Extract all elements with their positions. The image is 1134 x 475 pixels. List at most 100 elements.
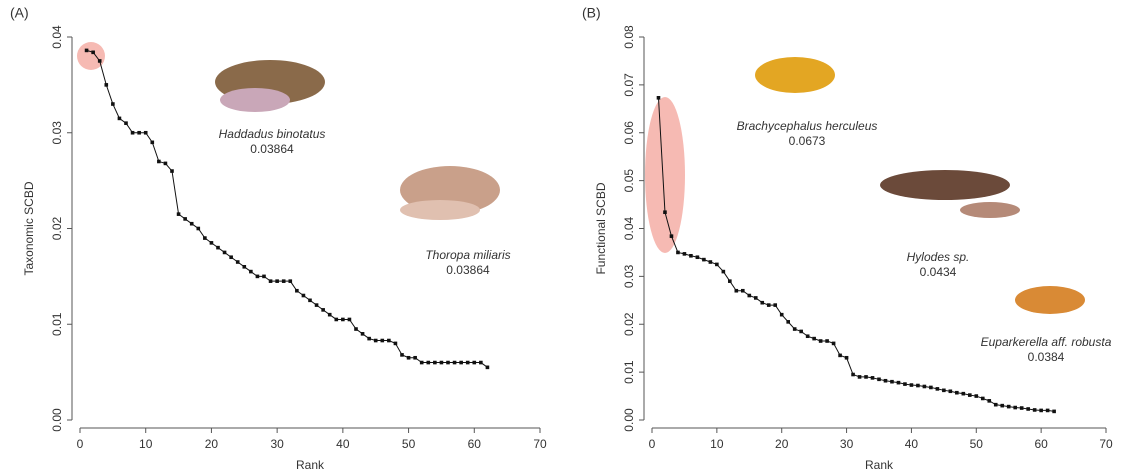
- point: [104, 83, 108, 87]
- point: [302, 294, 306, 298]
- point: [799, 330, 803, 334]
- point: [446, 361, 450, 365]
- x-tick-label: 10: [139, 437, 153, 451]
- point: [124, 121, 128, 125]
- species-name: Euparkerella aff. robusta: [981, 335, 1112, 349]
- point: [315, 303, 319, 307]
- point: [987, 399, 991, 403]
- x-tick-label: 40: [336, 437, 350, 451]
- point: [440, 361, 444, 365]
- point: [1039, 409, 1043, 413]
- y-tick-label: 0.08: [622, 25, 636, 49]
- point: [249, 270, 253, 274]
- point: [949, 389, 953, 393]
- point: [942, 389, 946, 393]
- point: [91, 51, 95, 55]
- point: [433, 361, 437, 365]
- point: [420, 361, 424, 365]
- highlight: [645, 97, 685, 253]
- species-name: Haddadus binotatus: [219, 127, 326, 141]
- point: [663, 210, 667, 214]
- point: [394, 342, 398, 346]
- x-tick-label: 50: [402, 437, 416, 451]
- point: [361, 332, 365, 336]
- point: [459, 361, 463, 365]
- point: [767, 303, 771, 307]
- point: [747, 294, 751, 298]
- point: [400, 353, 404, 357]
- scbd-value: 0.03864: [250, 142, 294, 156]
- point: [111, 102, 115, 106]
- series-line: [658, 98, 1054, 412]
- point: [670, 234, 674, 238]
- point: [131, 131, 135, 135]
- point: [981, 397, 985, 401]
- point: [962, 392, 966, 396]
- point: [183, 217, 187, 221]
- y-tick-label: 0.01: [50, 312, 64, 336]
- point: [910, 383, 914, 387]
- point: [210, 241, 214, 245]
- species-name: Thoropa miliaris: [425, 248, 510, 262]
- point: [341, 318, 345, 322]
- point: [702, 258, 706, 262]
- scbd-value: 0.03864: [446, 263, 490, 277]
- point: [164, 162, 168, 166]
- y-tick-label: 0.03: [622, 264, 636, 288]
- point: [203, 236, 207, 240]
- point: [871, 376, 875, 380]
- point: [170, 169, 174, 173]
- point: [177, 212, 181, 216]
- point: [262, 275, 266, 279]
- point: [696, 255, 700, 259]
- point: [1000, 404, 1004, 408]
- point: [190, 222, 194, 226]
- y-tick-label: 0.01: [622, 360, 636, 384]
- point: [845, 356, 849, 360]
- point: [994, 403, 998, 407]
- point: [1020, 406, 1024, 410]
- scbd-value: 0.0673: [789, 134, 826, 148]
- y-tick-label: 0.02: [50, 216, 64, 240]
- point: [196, 227, 200, 231]
- scbd-value: 0.0434: [920, 265, 957, 279]
- point: [374, 339, 378, 343]
- figure: 0.000.010.020.030.04010203040506070RankT…: [0, 0, 1134, 475]
- point: [819, 339, 823, 343]
- point: [715, 263, 719, 267]
- point: [486, 366, 490, 370]
- point: [387, 339, 391, 343]
- point: [676, 251, 680, 255]
- point: [295, 289, 299, 293]
- y-tick-label: 0.00: [50, 408, 64, 432]
- point: [256, 275, 260, 279]
- y-tick-label: 0.00: [622, 408, 636, 432]
- point: [275, 279, 279, 283]
- point: [1013, 406, 1017, 410]
- y-tick-label: 0.05: [622, 169, 636, 193]
- point: [328, 313, 332, 317]
- x-tick-label: 60: [468, 437, 482, 451]
- point: [144, 131, 148, 135]
- point: [657, 96, 661, 100]
- point: [321, 308, 325, 312]
- point: [728, 279, 732, 283]
- point: [812, 337, 816, 341]
- point: [282, 279, 286, 283]
- point: [380, 339, 384, 343]
- point: [1052, 410, 1056, 414]
- point: [683, 252, 687, 256]
- point: [236, 260, 240, 264]
- point: [466, 361, 470, 365]
- point: [825, 339, 829, 343]
- point: [308, 299, 312, 303]
- x-tick-label: 20: [205, 437, 219, 451]
- point: [884, 379, 888, 383]
- x-tick-label: 70: [1099, 437, 1113, 451]
- x-tick-label: 0: [649, 437, 656, 451]
- point: [923, 385, 927, 389]
- point: [269, 279, 273, 283]
- y-tick-label: 0.06: [622, 121, 636, 145]
- x-tick-label: 10: [710, 437, 724, 451]
- point: [150, 141, 154, 145]
